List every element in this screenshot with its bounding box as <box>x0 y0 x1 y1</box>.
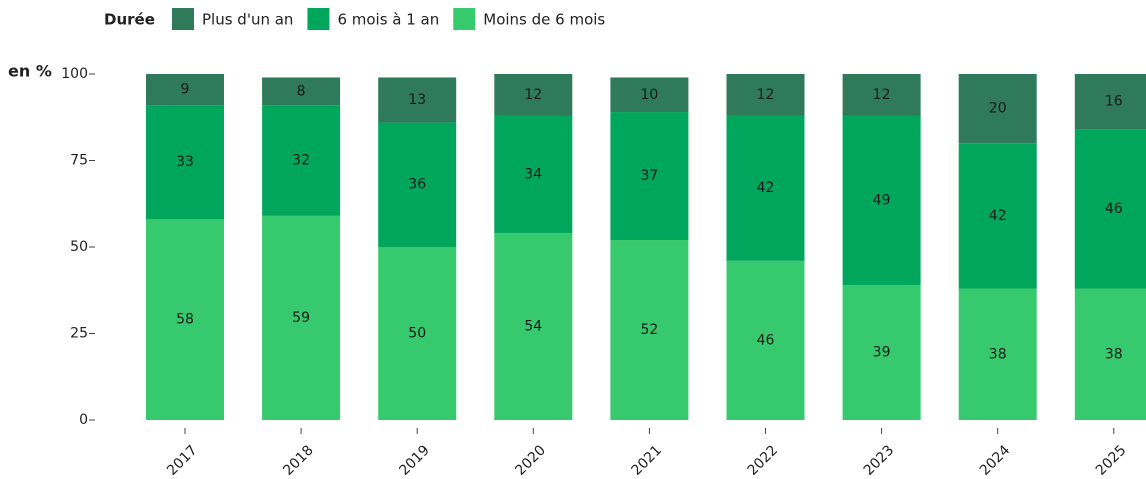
bar-segment <box>146 74 224 106</box>
legend-swatch <box>453 8 476 30</box>
x-tick-label: 2024 <box>977 442 1014 479</box>
y-tick-label: 0 <box>79 412 88 428</box>
bar-segment <box>610 77 689 113</box>
bar-segment <box>610 112 689 241</box>
y-tick-label: 100 <box>61 66 88 82</box>
bar-segment <box>262 215 341 420</box>
data-label: 42 <box>757 180 775 196</box>
data-label: 38 <box>989 346 1007 362</box>
bar-segment <box>726 115 805 261</box>
bar-segment <box>610 240 689 420</box>
bar-segment <box>842 74 921 116</box>
bar-segment <box>262 77 341 106</box>
bar-segment <box>726 260 805 420</box>
data-label: 52 <box>640 322 658 338</box>
bar-segment <box>1074 129 1146 289</box>
data-label: 49 <box>873 192 891 208</box>
data-label: 33 <box>176 154 194 170</box>
bar-segment <box>958 74 1037 144</box>
bar-segment <box>842 115 921 286</box>
legend-label: Plus d'un an <box>202 11 293 29</box>
data-label: 13 <box>408 92 426 108</box>
data-label: 10 <box>640 87 658 103</box>
data-label: 58 <box>176 312 194 328</box>
bar-segment <box>1074 288 1146 420</box>
data-label: 39 <box>873 345 891 361</box>
data-label: 8 <box>297 83 306 99</box>
x-tick-label: 2021 <box>629 442 666 479</box>
data-label: 46 <box>1105 201 1123 217</box>
bar-segment <box>958 143 1037 289</box>
x-tick-label: 2022 <box>745 442 782 479</box>
data-label: 12 <box>524 87 542 103</box>
data-label: 12 <box>873 87 891 103</box>
data-label: 59 <box>292 310 310 326</box>
legend-swatch <box>307 8 330 30</box>
bar-segment <box>378 77 457 123</box>
bar-segment <box>146 219 224 420</box>
x-tick-label: 2023 <box>861 442 898 479</box>
data-label: 42 <box>989 208 1007 224</box>
x-tick-label: 2017 <box>164 442 201 479</box>
data-label: 34 <box>524 166 542 182</box>
bar-segment <box>958 288 1037 420</box>
bar-segment <box>378 122 457 247</box>
data-label: 9 <box>181 82 190 98</box>
legend-swatch <box>172 8 194 30</box>
bar-segment <box>726 74 805 116</box>
bar-segment <box>494 74 573 116</box>
data-label: 36 <box>408 177 426 193</box>
y-tick-label: 25 <box>70 326 88 342</box>
bar-segment <box>378 247 457 420</box>
bar-segment <box>146 105 224 220</box>
bar-segment <box>1074 74 1146 130</box>
data-label: 38 <box>1105 346 1123 362</box>
data-label: 20 <box>989 101 1007 117</box>
legend-label: Moins de 6 mois <box>483 11 605 29</box>
x-tick-label: 2020 <box>512 442 549 479</box>
legend-label: 6 mois à 1 an <box>337 11 439 29</box>
y-tick-label: 50 <box>70 239 88 255</box>
data-label: 37 <box>640 168 658 184</box>
y-tick-label: 75 <box>70 153 88 169</box>
bar-segment <box>262 105 341 216</box>
y-axis-label: en % <box>8 62 52 81</box>
x-tick-label: 2019 <box>396 442 433 479</box>
bar-segment <box>494 115 573 234</box>
data-label: 32 <box>292 153 310 169</box>
bar-segment <box>842 285 921 420</box>
data-label: 16 <box>1105 94 1123 110</box>
data-label: 54 <box>524 319 542 335</box>
data-label: 46 <box>757 332 775 348</box>
x-tick-label: 2025 <box>1093 442 1130 479</box>
data-label: 12 <box>757 87 775 103</box>
bar-segment <box>494 233 573 420</box>
data-label: 50 <box>408 326 426 342</box>
x-tick-label: 2018 <box>280 442 317 479</box>
legend-title: Durée <box>104 11 155 29</box>
